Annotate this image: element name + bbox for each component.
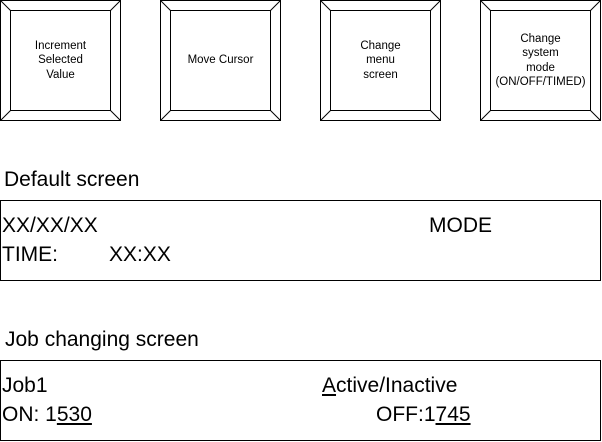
mode-value: MODE: [429, 214, 492, 237]
time-value: XX:XX: [109, 243, 171, 266]
button-label: Increment Selected Value: [34, 39, 87, 81]
on-time-prefix: ON: 1: [2, 403, 57, 426]
date-value: XX/XX/XX: [2, 214, 98, 237]
change-menu-screen-button[interactable]: Change menu screen: [320, 0, 441, 121]
on-time: ON: 1530: [2, 403, 92, 427]
move-cursor-button[interactable]: Move Cursor: [160, 0, 281, 121]
button-label: Change system mode (ON/OFF/TIMED): [495, 32, 586, 89]
bevel-frame: [320, 0, 441, 121]
job-changing-screen-display: Job1 Active/Inactive ON: 1530 OFF:1745: [0, 360, 601, 441]
cursor-char: A: [322, 374, 337, 397]
time-label: TIME:: [2, 243, 58, 266]
bevel-frame: [0, 0, 121, 121]
active-status-rest: ctive/Inactive: [336, 374, 458, 397]
off-time-prefix: OFF:1: [376, 403, 436, 426]
off-time-underlined: 745: [435, 403, 471, 426]
on-time-underlined: 530: [56, 403, 92, 426]
default-screen-title: Default screen: [4, 168, 140, 191]
button-label: Change menu screen: [360, 39, 401, 81]
active-status: Active/Inactive: [322, 374, 457, 398]
off-time: OFF:1745: [376, 403, 471, 427]
bevel-frame: [160, 0, 281, 121]
increment-selected-value-button[interactable]: Increment Selected Value: [0, 0, 121, 121]
button-label: Move Cursor: [187, 54, 254, 67]
bevel-frame: [480, 0, 601, 121]
default-screen-display: XX/XX/XX MODE TIME: XX:XX: [0, 200, 601, 281]
job-changing-screen-title: Job changing screen: [5, 328, 199, 351]
change-system-mode-button[interactable]: Change system mode (ON/OFF/TIMED): [480, 0, 601, 121]
job-name: Job1: [2, 374, 48, 397]
